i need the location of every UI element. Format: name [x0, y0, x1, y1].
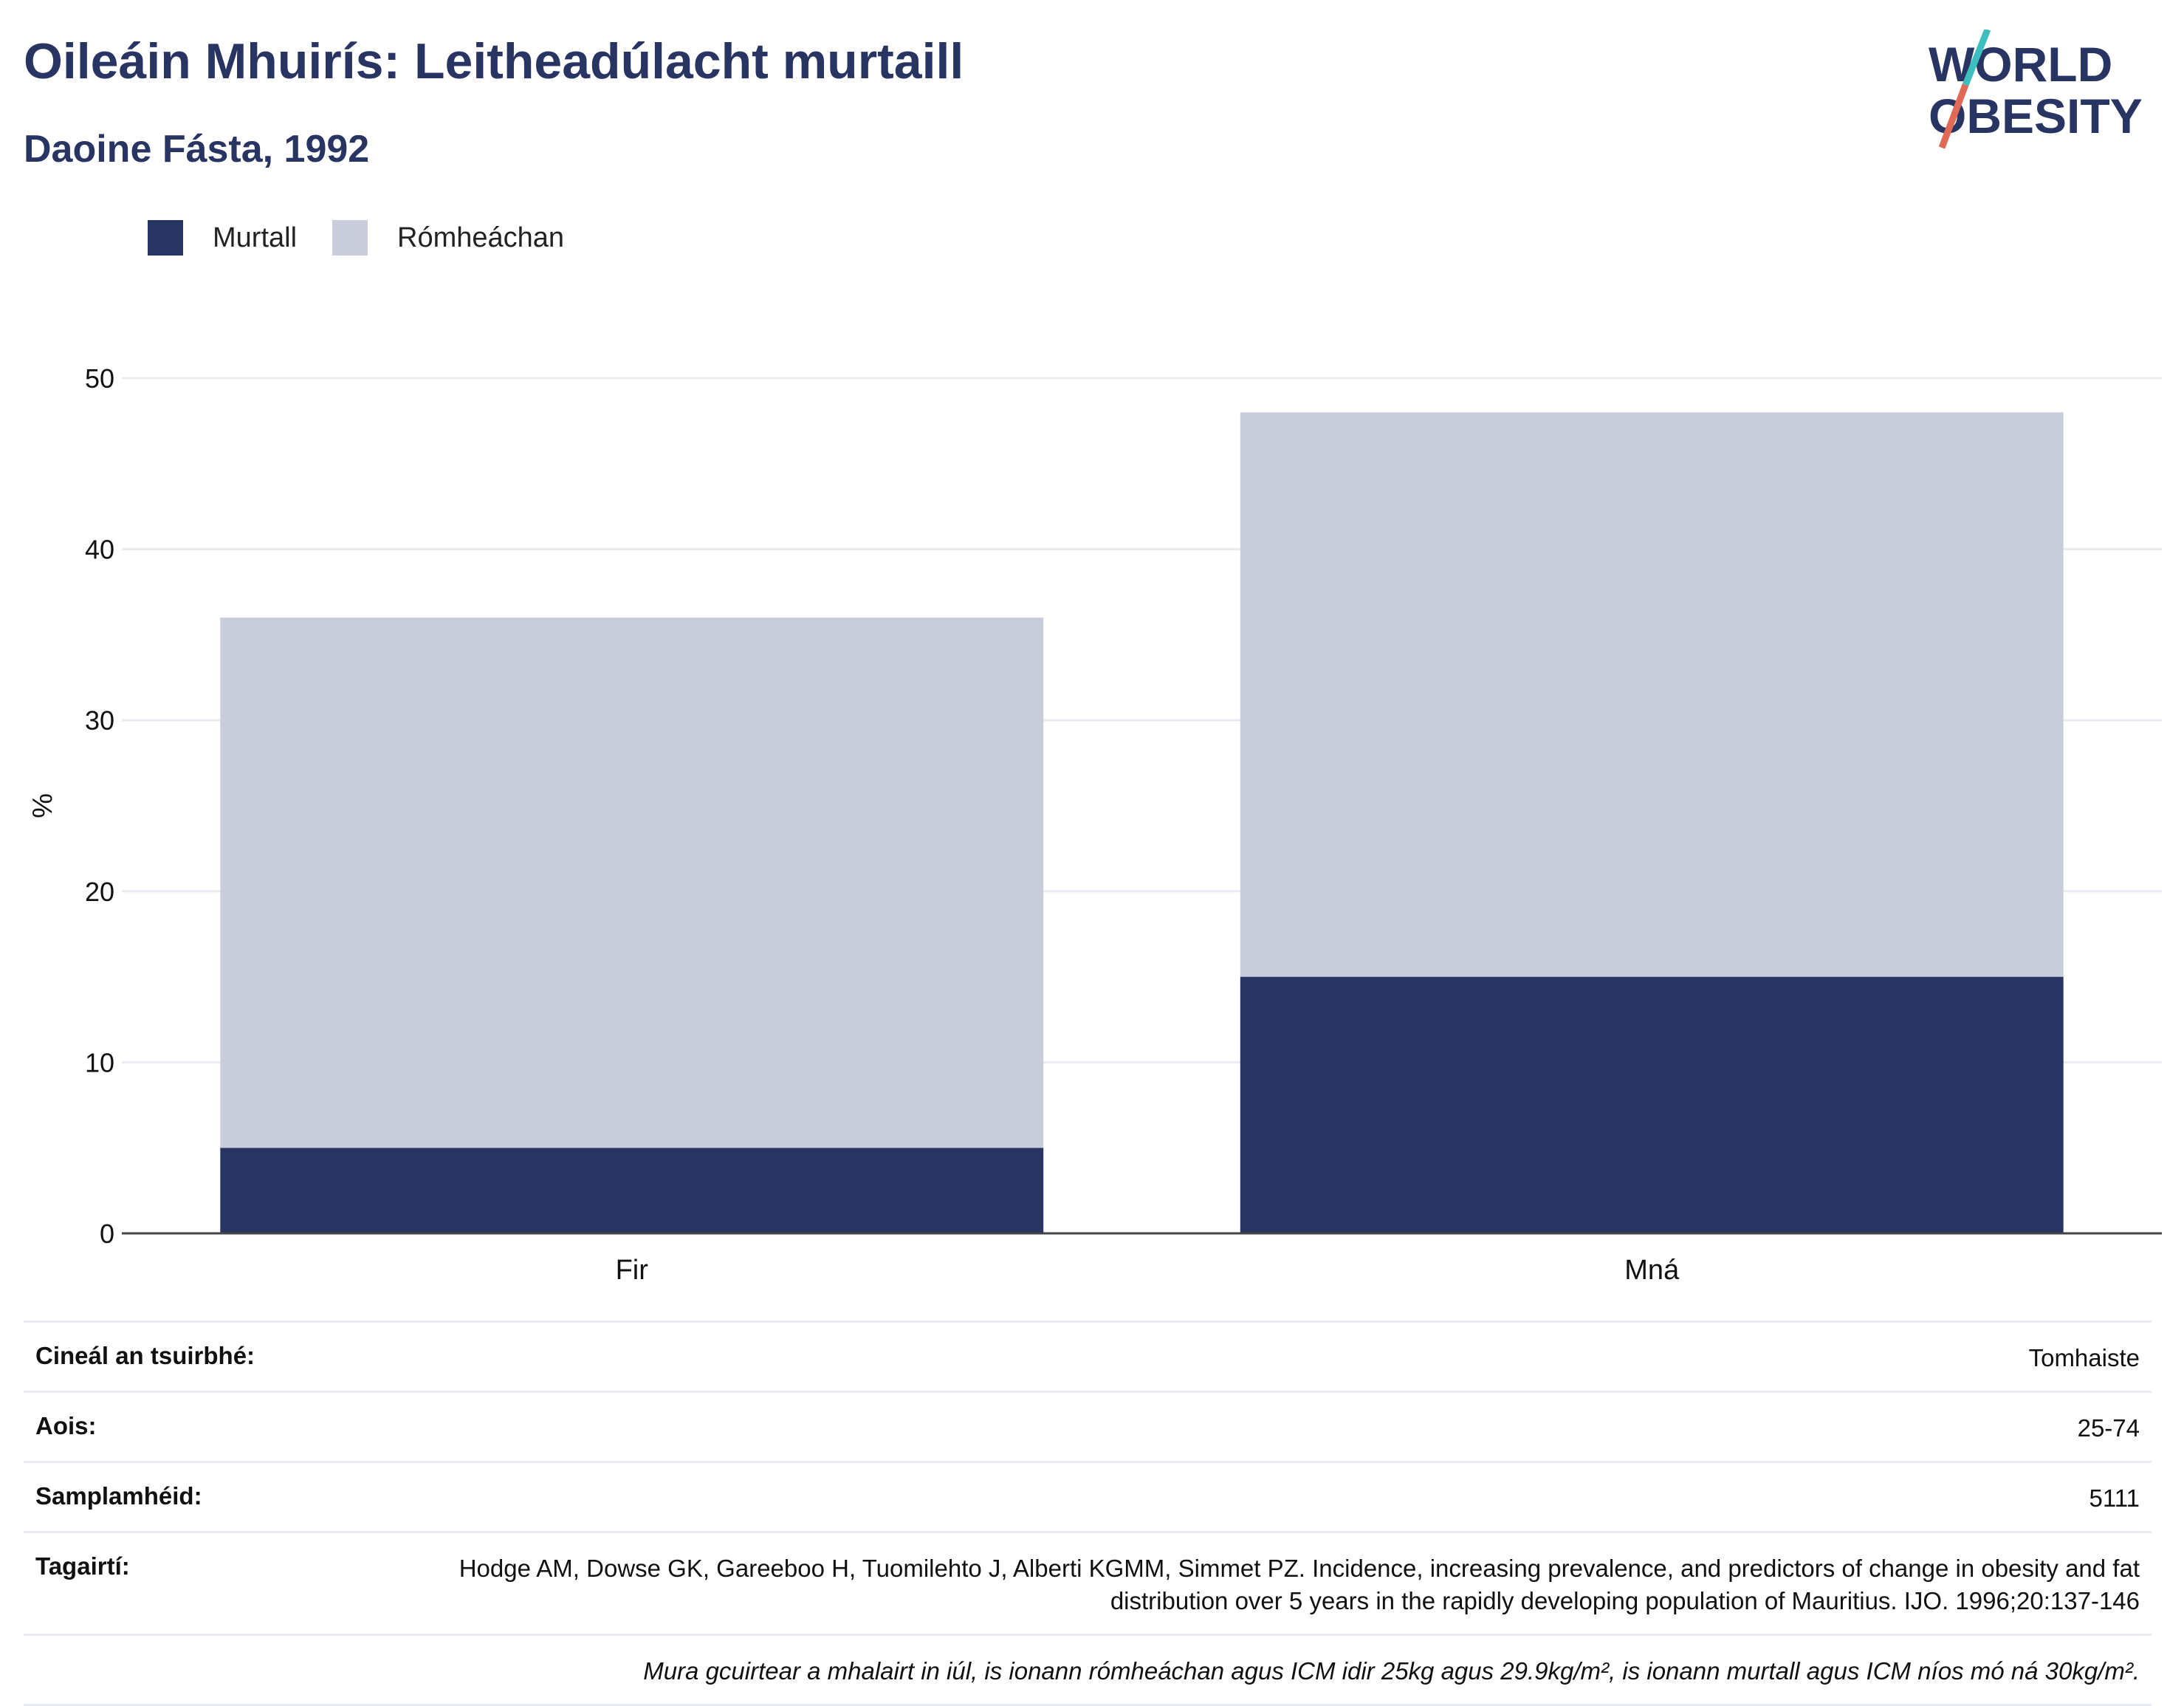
bar-obesity	[220, 1148, 1044, 1233]
definition-note: Mura gcuirtear a mhalairt in iúl, is ion…	[643, 1657, 2140, 1685]
sample-value: 5111	[2089, 1484, 2140, 1512]
page-subtitle: Daoine Fásta, 1992	[24, 128, 370, 171]
logo-slash-bottom	[1938, 83, 1969, 149]
legend-label-overweight: Rómheáchan	[397, 222, 565, 253]
x-tick-label: Mná	[1624, 1255, 1680, 1286]
y-tick-label: 20	[85, 877, 114, 907]
age-label: Aois:	[35, 1412, 97, 1439]
logo-line1: WORLD	[1929, 37, 2112, 92]
bar-chart: 0 10 20 30 40 50 Fir Mná%	[27, 363, 2162, 1286]
page-title: Oileáin Mhuirís: Leitheadúlacht murtaill	[24, 33, 964, 89]
chart-legend: Murtall Rómheáchan	[148, 220, 600, 256]
info-row-references: Tagairtí: Hodge AM, Dowse GK, Gareeboo H…	[24, 1531, 2152, 1634]
logo-line2: OBESITY	[1929, 89, 2143, 143]
legend-swatch-overweight	[332, 220, 368, 256]
y-tick-label: 10	[85, 1047, 114, 1078]
legend-label-obesity: Murtall	[213, 222, 298, 253]
info-row-sample: Samplamhéid: 5111	[24, 1461, 2152, 1531]
bar-obesity	[1240, 976, 2064, 1233]
age-value: 25-74	[2077, 1414, 2140, 1442]
info-row-age: Aois: 25-74	[24, 1391, 2152, 1461]
world-obesity-logo: WORLD OBESITY	[1929, 30, 2143, 149]
y-axis-label: %	[27, 793, 58, 818]
references-label: Tagairtí:	[35, 1552, 130, 1580]
y-tick-label: 30	[85, 705, 114, 736]
y-tick-label: 40	[85, 535, 114, 565]
bar-overweight	[220, 617, 1044, 1148]
references-value: Hodge AM, Dowse GK, Gareeboo H, Tuomileh…	[459, 1555, 2140, 1614]
y-tick-label: 0	[100, 1219, 114, 1249]
legend-swatch-obesity	[148, 220, 183, 256]
info-row-survey-type: Cineál an tsuirbhé: Tomhaiste	[24, 1320, 2152, 1391]
survey-type-value: Tomhaiste	[2028, 1344, 2140, 1371]
legend-item-obesity[interactable]: Murtall	[148, 220, 297, 256]
x-tick-label: Fir	[616, 1255, 649, 1286]
survey-type-label: Cineál an tsuirbhé:	[35, 1342, 255, 1369]
legend-item-overweight[interactable]: Rómheáchan	[332, 220, 564, 256]
y-tick-label: 50	[85, 363, 114, 394]
info-row-note: Mura gcuirtear a mhalairt in iúl, is ion…	[24, 1634, 2152, 1706]
bar-overweight	[1240, 412, 2064, 977]
info-table: Cineál an tsuirbhé: Tomhaiste Aois: 25-7…	[24, 1320, 2152, 1706]
sample-label: Samplamhéid:	[35, 1482, 202, 1510]
logo-slash-top	[1962, 30, 1991, 86]
